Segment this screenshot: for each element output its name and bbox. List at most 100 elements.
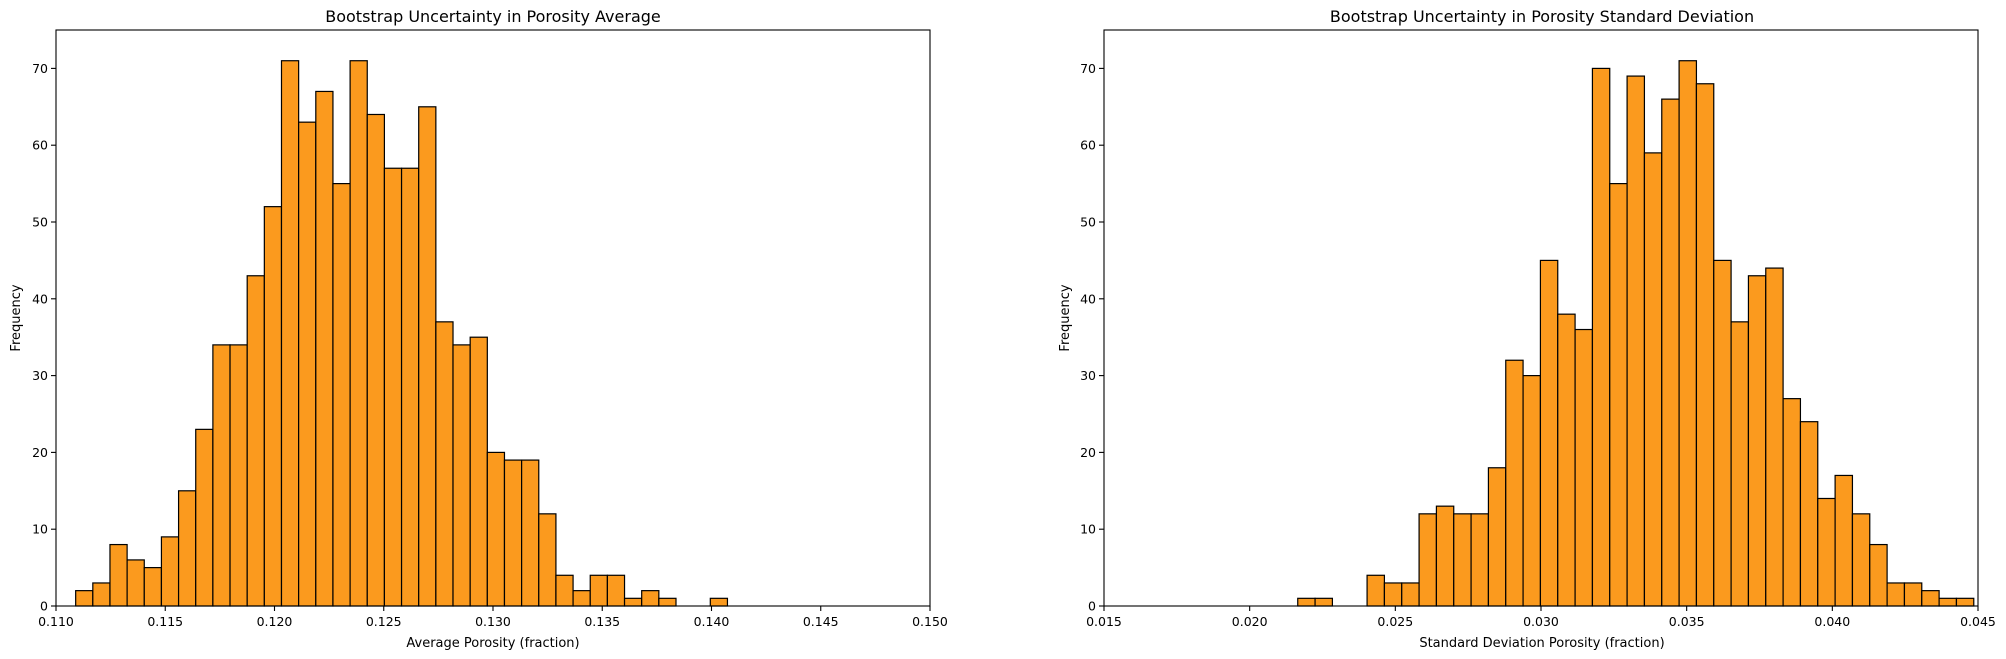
x-tick-label: 0.130 <box>475 614 511 629</box>
histogram-bar <box>383 167 403 607</box>
x-tick-label: 0.030 <box>1523 614 1559 629</box>
histogram-bar <box>452 344 471 607</box>
histogram-bar <box>160 536 180 607</box>
histogram-bar <box>1591 67 1611 607</box>
histogram-bar <box>1609 183 1628 607</box>
histogram-bar <box>1869 543 1888 607</box>
y-tick-label: 50 <box>32 215 48 230</box>
histogram-bar <box>1539 259 1559 607</box>
y-axis-label: Frequency <box>9 284 24 351</box>
histogram-bar <box>366 113 386 607</box>
y-tick-label: 40 <box>32 291 48 306</box>
histogram-bar <box>126 559 145 607</box>
x-tick-label: 0.035 <box>1669 614 1705 629</box>
histogram-bar <box>1626 75 1646 607</box>
x-tick-label: 0.120 <box>257 614 293 629</box>
histogram-bar <box>1713 259 1732 607</box>
y-tick-label: 30 <box>1080 368 1096 383</box>
histogram-bar <box>1297 597 1316 607</box>
histogram-bar <box>1834 474 1854 607</box>
y-tick-label: 0 <box>40 599 48 614</box>
x-axis-ticks: 0.015 0.020 0.025 0.030 0.035 0.040 0.045 <box>1086 606 1996 629</box>
y-tick-label: 30 <box>32 368 48 383</box>
histogram-bar <box>1817 497 1836 607</box>
histogram-bar <box>418 106 437 607</box>
histogram-bar <box>521 459 540 607</box>
x-tick-label: 0.040 <box>1814 614 1850 629</box>
y-tick-label: 20 <box>1080 445 1096 460</box>
x-axis-label: Average Porosity (fraction) <box>406 636 579 651</box>
histogram-bar <box>572 590 591 607</box>
histogram-bar <box>315 90 334 607</box>
histogram-bar <box>1418 513 1438 607</box>
histogram-panel-std-dev: Bootstrap Uncertainty in Porosity Standa… <box>1058 7 1996 651</box>
histogram-bar <box>246 275 265 607</box>
y-tick-label: 50 <box>1080 215 1096 230</box>
histogram-bar <box>1921 590 1940 607</box>
histogram-bar <box>195 428 214 607</box>
histogram-bar <box>555 574 574 607</box>
histogram-bar <box>1505 359 1524 607</box>
y-tick-label: 10 <box>1080 522 1096 537</box>
x-tick-label: 0.115 <box>147 614 183 629</box>
histogram-bar <box>298 121 317 607</box>
histogram-bar <box>658 597 677 607</box>
y-tick-label: 20 <box>32 445 48 460</box>
histogram-bar <box>1903 582 1923 607</box>
histogram-bar <box>1557 313 1576 607</box>
histogram-bar <box>1955 597 1975 607</box>
histogram-bar <box>1938 597 1958 607</box>
histogram-bar <box>1695 83 1715 607</box>
y-tick-label: 40 <box>1080 291 1096 306</box>
histogram-bar <box>1470 513 1490 607</box>
y-tick-label: 60 <box>1080 138 1096 153</box>
histogram-bar <box>606 574 626 607</box>
histogram-bar <box>1765 267 1784 607</box>
histogram-bar <box>1453 513 1472 607</box>
histogram-bar <box>1661 98 1680 607</box>
histogram-bar <box>1747 275 1767 607</box>
x-tick-label: 0.045 <box>1960 614 1996 629</box>
histogram-bar <box>280 60 300 607</box>
histogram-bar <box>469 336 488 607</box>
x-tick-label: 0.135 <box>584 614 620 629</box>
y-tick-label: 60 <box>32 138 48 153</box>
histogram-bar <box>486 451 506 607</box>
x-axis-label: Standard Deviation Porosity (fraction) <box>1419 636 1664 651</box>
histogram-bar <box>92 582 111 607</box>
histogram-bar <box>641 590 660 607</box>
histogram-bar <box>1782 398 1802 607</box>
histogram-bar <box>349 60 368 607</box>
histogram-bar <box>1487 467 1507 607</box>
histogram-bar <box>1851 513 1871 607</box>
histogram-bar <box>435 321 454 607</box>
y-tick-label: 10 <box>32 522 48 537</box>
x-tick-label: 0.140 <box>694 614 730 629</box>
histogram-bar <box>1678 60 1698 607</box>
histogram-bar <box>538 513 557 607</box>
histogram-bar <box>400 167 420 607</box>
y-axis-ticks: 0 10 20 30 40 50 60 70 <box>1080 61 1104 614</box>
bars-group <box>1297 60 1975 607</box>
histogram-bar <box>177 490 197 607</box>
histogram-bar <box>1401 582 1420 607</box>
y-axis-ticks: 0 10 20 30 40 50 60 70 <box>32 61 56 614</box>
histogram-bar <box>1799 421 1819 607</box>
x-tick-label: 0.020 <box>1232 614 1268 629</box>
histogram-bar <box>1314 597 1334 607</box>
histogram-bar <box>1522 375 1542 607</box>
x-axis-ticks: 0.110 0.115 0.120 0.125 0.130 0.135 0.140 0.145… <box>38 606 948 629</box>
histogram-bar <box>229 344 248 607</box>
histogram-bar <box>332 183 351 607</box>
histogram-bar <box>1643 152 1663 607</box>
histogram-bar <box>263 206 283 607</box>
x-tick-label: 0.025 <box>1377 614 1413 629</box>
histogram-bar <box>1730 321 1750 607</box>
histogram-bar <box>212 344 231 607</box>
x-tick-label: 0.125 <box>366 614 402 629</box>
histogram-bar <box>75 590 94 607</box>
histogram-panel-average: Bootstrap Uncertainty in Porosity Averag… <box>9 7 948 651</box>
x-tick-label: 0.150 <box>912 614 948 629</box>
histogram-bar <box>143 566 163 607</box>
